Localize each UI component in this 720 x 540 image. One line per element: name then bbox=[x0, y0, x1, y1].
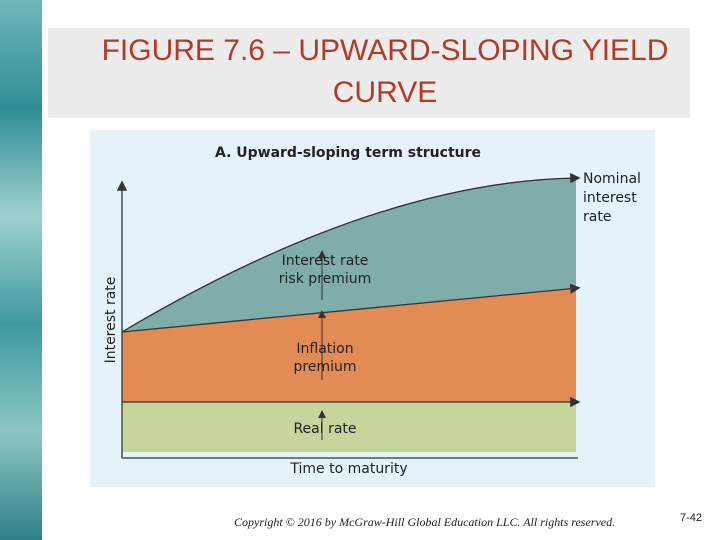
risk-label: Interest rate bbox=[282, 253, 369, 269]
nominal-label: Nominal bbox=[583, 171, 641, 187]
inflation-label: Inflation bbox=[296, 341, 353, 357]
page-number: 7-42 bbox=[680, 512, 703, 524]
title-box bbox=[48, 28, 690, 118]
inflation-label: premium bbox=[294, 359, 357, 375]
inflation-band bbox=[122, 288, 576, 402]
nominal-line bbox=[121, 172, 581, 333]
risk-band bbox=[122, 178, 576, 332]
nominal-label: rate bbox=[583, 209, 611, 225]
inflation-line bbox=[121, 283, 581, 333]
copyright: Copyright © 2016 by McGraw-Hill Global E… bbox=[234, 515, 616, 529]
real-rate-label: Real rate bbox=[293, 421, 356, 437]
risk-label: risk premium bbox=[279, 271, 371, 287]
nominal-label: interest bbox=[583, 190, 637, 206]
slide-title: FIGURE 7.6 – UPWARD-SLOPING YIELD CURVE bbox=[101, 34, 669, 109]
x-axis-label: Time to maturity bbox=[289, 461, 407, 477]
real-rate-band bbox=[122, 402, 576, 452]
y-axis-label: Interest rate bbox=[103, 277, 119, 364]
panel-title: A. Upward-sloping term structure bbox=[215, 145, 481, 161]
decorative-strip bbox=[0, 0, 42, 540]
